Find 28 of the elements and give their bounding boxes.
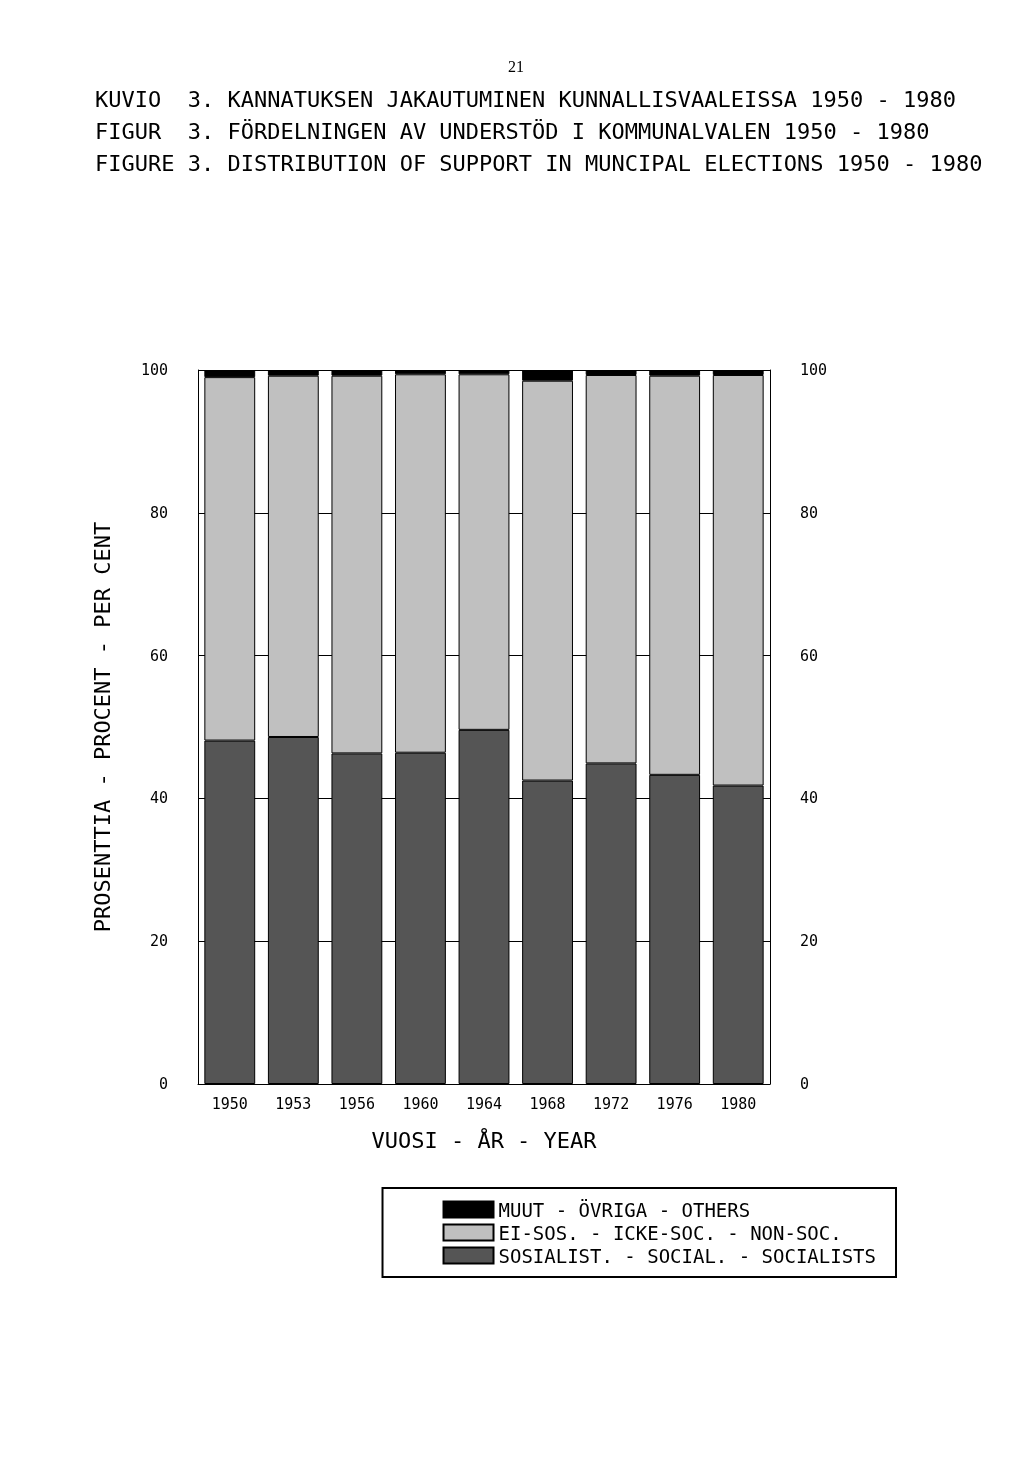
y2-tick-label: 100 [800, 361, 828, 379]
x-tick-label: 1953 [275, 1094, 312, 1113]
legend-label: MUUT - ÖVRIGA - OTHERS [498, 1198, 751, 1221]
x-tick-label: 1972 [593, 1094, 630, 1113]
x-tick-label: 1980 [720, 1094, 757, 1113]
legend-label: SOSIALIST. - SOCIAL. - SOCIALISTS [498, 1244, 877, 1267]
y-tick-label: 60 [149, 646, 168, 665]
y-tick-label: 40 [149, 789, 168, 808]
y2-tick-label: 20 [800, 932, 819, 951]
x-axis-title: VUOSI - ÅR - YEAR [371, 1126, 598, 1153]
legend-label: EI-SOS. - ICKE-SOC. - NON-SOC. [498, 1221, 842, 1244]
chart-title: KUVIO 3. KANNATUKSEN JAKAUTUMINEN KUNNALLISVAALEISSA 1950 - 1980 FIGUR 3. FÖRDELNINGEN AV UNDERSTÖD I KOMMUNALVALEN 1950 - 1980 FIGURE 3. DISTRIBUTION OF SUPPORT IN MUNCIPAL ELECTIONS 1950 - 1980 [95, 86, 983, 176]
y-tick-label: 100 [140, 361, 168, 379]
y2-tick-label: 0 [800, 1075, 810, 1093]
y2-tick-label: 60 [800, 646, 819, 665]
x-tick-label: 1960 [402, 1094, 439, 1113]
x-tick-label: 1976 [656, 1094, 693, 1113]
x-tick-label: 1968 [529, 1094, 566, 1113]
text: 21 [508, 57, 524, 75]
x-tick-label: 1950 [211, 1094, 248, 1113]
x-tick-label: 1964 [465, 1094, 503, 1113]
y-tick-label: 20 [149, 932, 168, 951]
x-tick-label: 1956 [338, 1094, 375, 1113]
y-axis-title: PROSENTTIA - PROCENT - PER CENT [89, 521, 115, 933]
y-tick-label: 0 [158, 1075, 168, 1093]
y-tick-label: 80 [149, 503, 168, 522]
y2-tick-label: 80 [800, 503, 819, 522]
y2-tick-label: 40 [800, 789, 819, 808]
